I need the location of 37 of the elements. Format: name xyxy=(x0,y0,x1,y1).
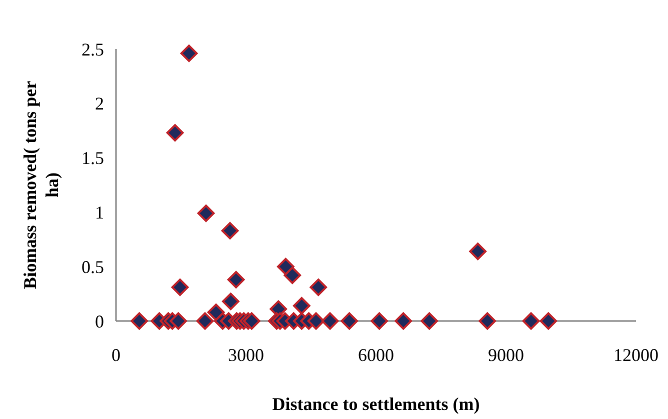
point xyxy=(340,312,358,330)
x-axis-title: Distance to settlements (m) xyxy=(272,394,480,414)
point xyxy=(130,312,148,330)
point xyxy=(478,312,496,330)
point xyxy=(221,222,239,240)
point xyxy=(540,312,558,330)
point xyxy=(321,312,339,330)
y-tick-label: 2.5 xyxy=(82,39,104,60)
point xyxy=(420,312,438,330)
y-axis-title: Biomass removed( tons per ha) xyxy=(20,80,62,290)
point xyxy=(394,312,412,330)
point xyxy=(180,44,198,62)
point xyxy=(293,297,310,314)
x-tick-label: 9000 xyxy=(488,345,524,365)
y-tick-label: 2 xyxy=(95,94,104,114)
y-tick-label: 0 xyxy=(95,311,104,332)
x-tick-label: 12000 xyxy=(614,345,658,365)
point xyxy=(222,292,240,310)
x-tick-label: 3000 xyxy=(228,345,264,365)
point xyxy=(469,242,487,260)
y-tick-label: 0.5 xyxy=(82,256,104,277)
point xyxy=(171,278,189,296)
x-tick-label: 0 xyxy=(112,345,120,365)
point xyxy=(522,312,540,330)
point xyxy=(170,312,187,330)
point xyxy=(243,312,260,330)
y-tick-label: 1.5 xyxy=(82,148,104,168)
point xyxy=(310,278,328,296)
y-tick-label: 1 xyxy=(95,202,104,222)
x-tick-label: 6000 xyxy=(358,345,394,365)
point xyxy=(307,312,325,330)
point xyxy=(370,312,388,330)
point xyxy=(166,124,184,142)
point xyxy=(196,312,214,330)
point xyxy=(227,270,245,288)
point xyxy=(197,204,215,222)
point xyxy=(284,266,302,284)
